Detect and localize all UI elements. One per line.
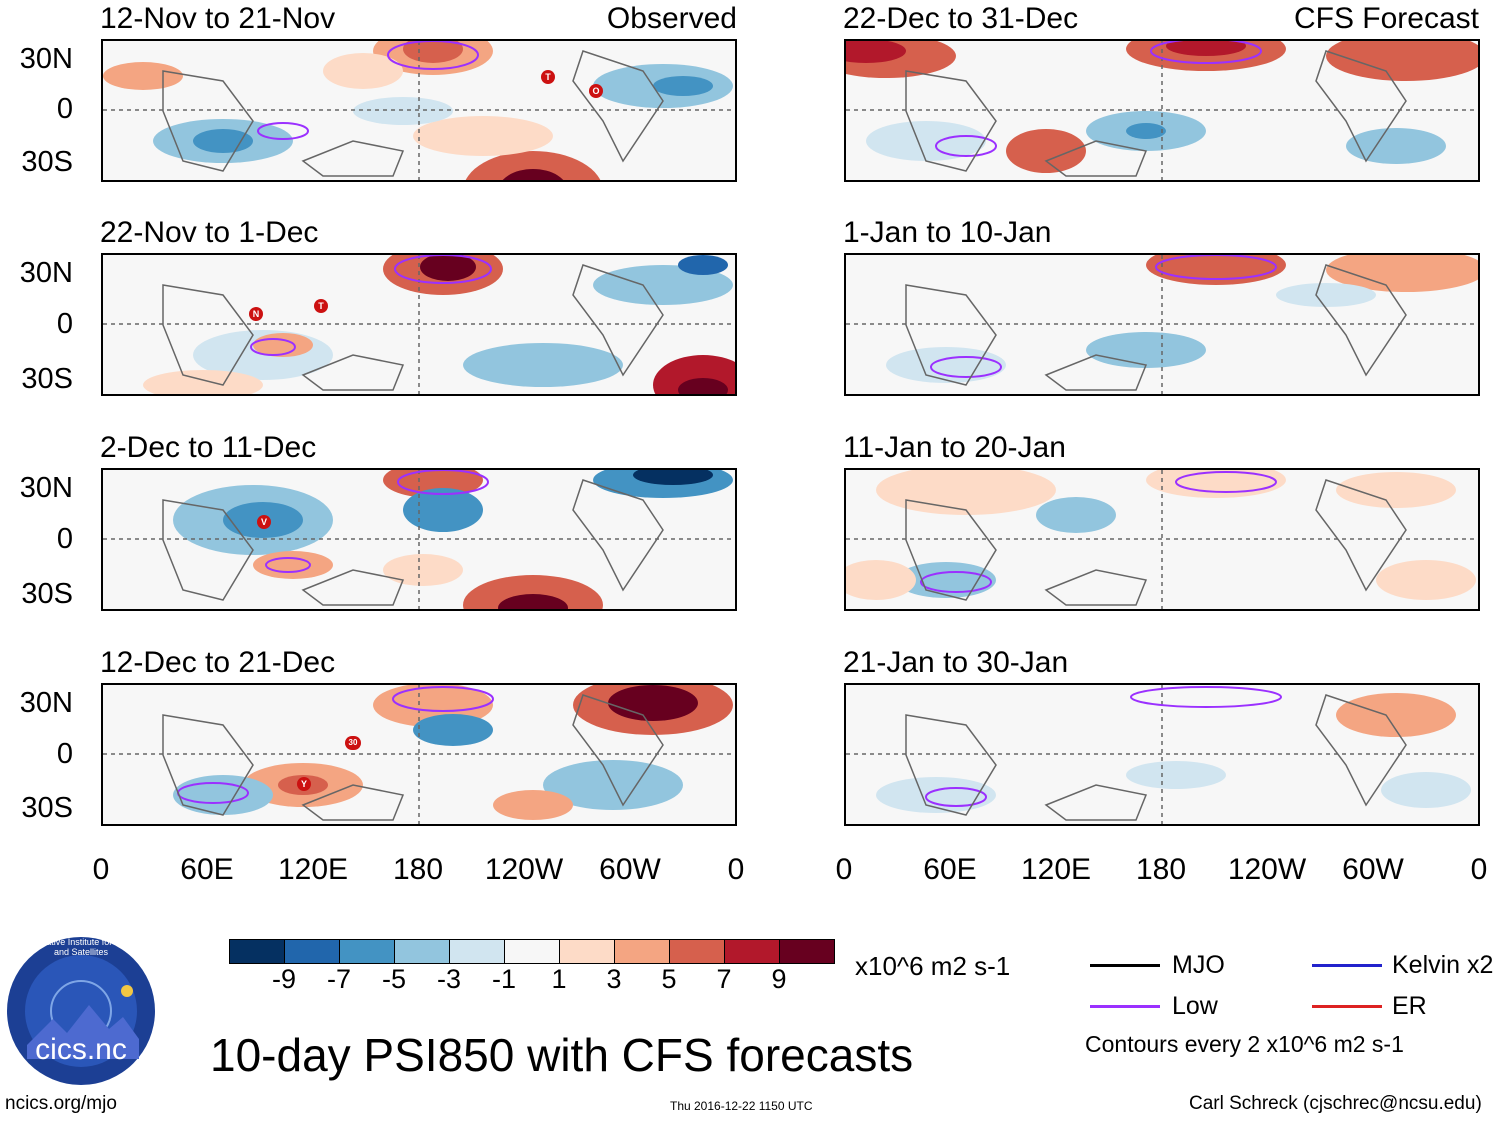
anomaly-field-8 — [846, 685, 1478, 824]
colorbar — [229, 939, 835, 964]
lon-label-60e: 60E — [180, 853, 234, 886]
storm-marker-y: Y — [297, 777, 311, 791]
colorbar-swatch — [614, 940, 669, 963]
anomaly-field-7 — [846, 470, 1478, 609]
panel-title-1: 12-Nov to 21-Nov — [100, 2, 336, 35]
lat-label-30n: 30N — [19, 472, 73, 504]
colorbar-label: 5 — [661, 964, 677, 994]
lon-label-60w: 60W — [599, 853, 661, 886]
map-panel-3: V — [101, 468, 737, 611]
colorbar-swatch — [669, 940, 724, 963]
colorbar-units: x10^6 m2 s-1 — [855, 951, 1011, 981]
lon-label-120e: 120E — [1020, 853, 1092, 886]
logo-ring-text: Cooperative Institute for Climate and Sa… — [16, 937, 146, 957]
footer-timestamp: Thu 2016-12-22 1150 UTC — [670, 1099, 813, 1113]
cics-logo: Cooperative Institute for Climate and Sa… — [5, 935, 157, 1087]
colorbar-swatch — [449, 940, 504, 963]
lon-label-0-end: 0 — [727, 853, 745, 886]
anomaly-field-6 — [846, 255, 1478, 394]
main-title: 10-day PSI850 with CFS forecasts — [210, 1029, 914, 1081]
colorbar-swatch — [559, 940, 614, 963]
map-panel-7 — [844, 468, 1480, 611]
legend-er: ER — [1392, 992, 1427, 1020]
panel-title-6: 1-Jan to 10-Jan — [843, 216, 1052, 249]
anomaly-field-2 — [103, 255, 735, 394]
lon-label-0: 0 — [835, 853, 853, 886]
storm-marker-t: T — [541, 70, 555, 84]
colorbar-label: 3 — [606, 964, 622, 994]
lat-label-30s: 30S — [21, 792, 73, 824]
legend-low: Low — [1172, 992, 1218, 1020]
lon-label-120w: 120W — [1227, 853, 1307, 886]
mjo-line — [1090, 964, 1160, 967]
panel-title-8: 21-Jan to 30-Jan — [843, 646, 1069, 679]
observed-label: Observed — [606, 2, 737, 35]
kelvin-line — [1312, 964, 1382, 967]
lat-label-eq: 0 — [56, 738, 73, 770]
map-panel-4: 30 Y — [101, 683, 737, 826]
lat-label-30n: 30N — [19, 257, 73, 289]
footer-author: Carl Schreck (cjschrec@ncsu.edu) — [1189, 1093, 1482, 1114]
storm-marker-v: V — [257, 515, 271, 529]
panel-title-4: 12-Dec to 21-Dec — [100, 646, 336, 679]
colorbar-swatch — [779, 940, 834, 963]
legend-mjo: MJO — [1172, 951, 1225, 979]
anomaly-field-1 — [103, 41, 735, 180]
lat-label-30n: 30N — [19, 687, 73, 719]
lon-label-120w: 120W — [484, 853, 564, 886]
colorbar-swatch — [394, 940, 449, 963]
lon-label-120e: 120E — [277, 853, 349, 886]
storm-marker-o: O — [589, 84, 603, 98]
colorbar-label: -3 — [436, 964, 461, 994]
colorbar-label: -5 — [381, 964, 406, 994]
colorbar-swatch — [230, 940, 284, 963]
map-panel-5 — [844, 39, 1480, 182]
colorbar-label: -9 — [271, 964, 296, 994]
colorbar-label: 7 — [716, 964, 732, 994]
panel-title-7: 11-Jan to 20-Jan — [843, 431, 1066, 464]
storm-marker-30: 30 — [345, 736, 361, 750]
lat-label-eq: 0 — [56, 523, 73, 555]
lat-label-30s: 30S — [21, 363, 73, 395]
colorbar-swatch — [284, 940, 339, 963]
lat-label-30n: 30N — [19, 43, 73, 75]
colorbar-label: 1 — [551, 964, 567, 994]
storm-marker-n: N — [249, 307, 263, 321]
panel-title-3: 2-Dec to 11-Dec — [100, 431, 317, 464]
colorbar-swatch — [339, 940, 394, 963]
storm-marker-t: T — [314, 299, 328, 313]
low-line — [1090, 1005, 1160, 1008]
colorbar-label: 9 — [771, 964, 787, 994]
colorbar-swatch — [504, 940, 559, 963]
anomaly-field-3 — [103, 470, 735, 609]
lon-label-60w: 60W — [1342, 853, 1404, 886]
forecast-label: CFS Forecast — [1293, 2, 1479, 35]
anomaly-field-4 — [103, 685, 735, 824]
logo-text: cics.nc — [35, 1033, 127, 1066]
map-panel-8 — [844, 683, 1480, 826]
map-panel-2: N T — [101, 253, 737, 396]
er-line — [1312, 1005, 1382, 1008]
cics-logo-graphic — [7, 937, 155, 1085]
lon-label-60e: 60E — [923, 853, 977, 886]
lon-label-180: 180 — [1135, 853, 1187, 886]
lon-label-180: 180 — [392, 853, 444, 886]
colorbar-label: -1 — [491, 964, 516, 994]
lat-label-30s: 30S — [21, 146, 73, 178]
colorbar-swatch — [724, 940, 779, 963]
footer-url: ncics.org/mjo — [5, 1093, 117, 1114]
legend-contours: Contours every 2 x10^6 m2 s-1 — [1085, 1031, 1404, 1057]
legend-kelvin: Kelvin x2 — [1392, 951, 1494, 979]
lat-label-30s: 30S — [21, 578, 73, 610]
colorbar-label: -7 — [326, 964, 351, 994]
lon-label-0-end: 0 — [1470, 853, 1488, 886]
lon-label-0: 0 — [92, 853, 110, 886]
panel-title-5: 22-Dec to 31-Dec — [843, 2, 1079, 35]
map-panel-1: T O — [101, 39, 737, 182]
lat-label-eq: 0 — [56, 308, 73, 340]
lat-label-eq: 0 — [56, 93, 73, 125]
map-panel-6 — [844, 253, 1480, 396]
anomaly-field-5 — [846, 41, 1478, 180]
panel-title-2: 22-Nov to 1-Dec — [100, 216, 319, 249]
